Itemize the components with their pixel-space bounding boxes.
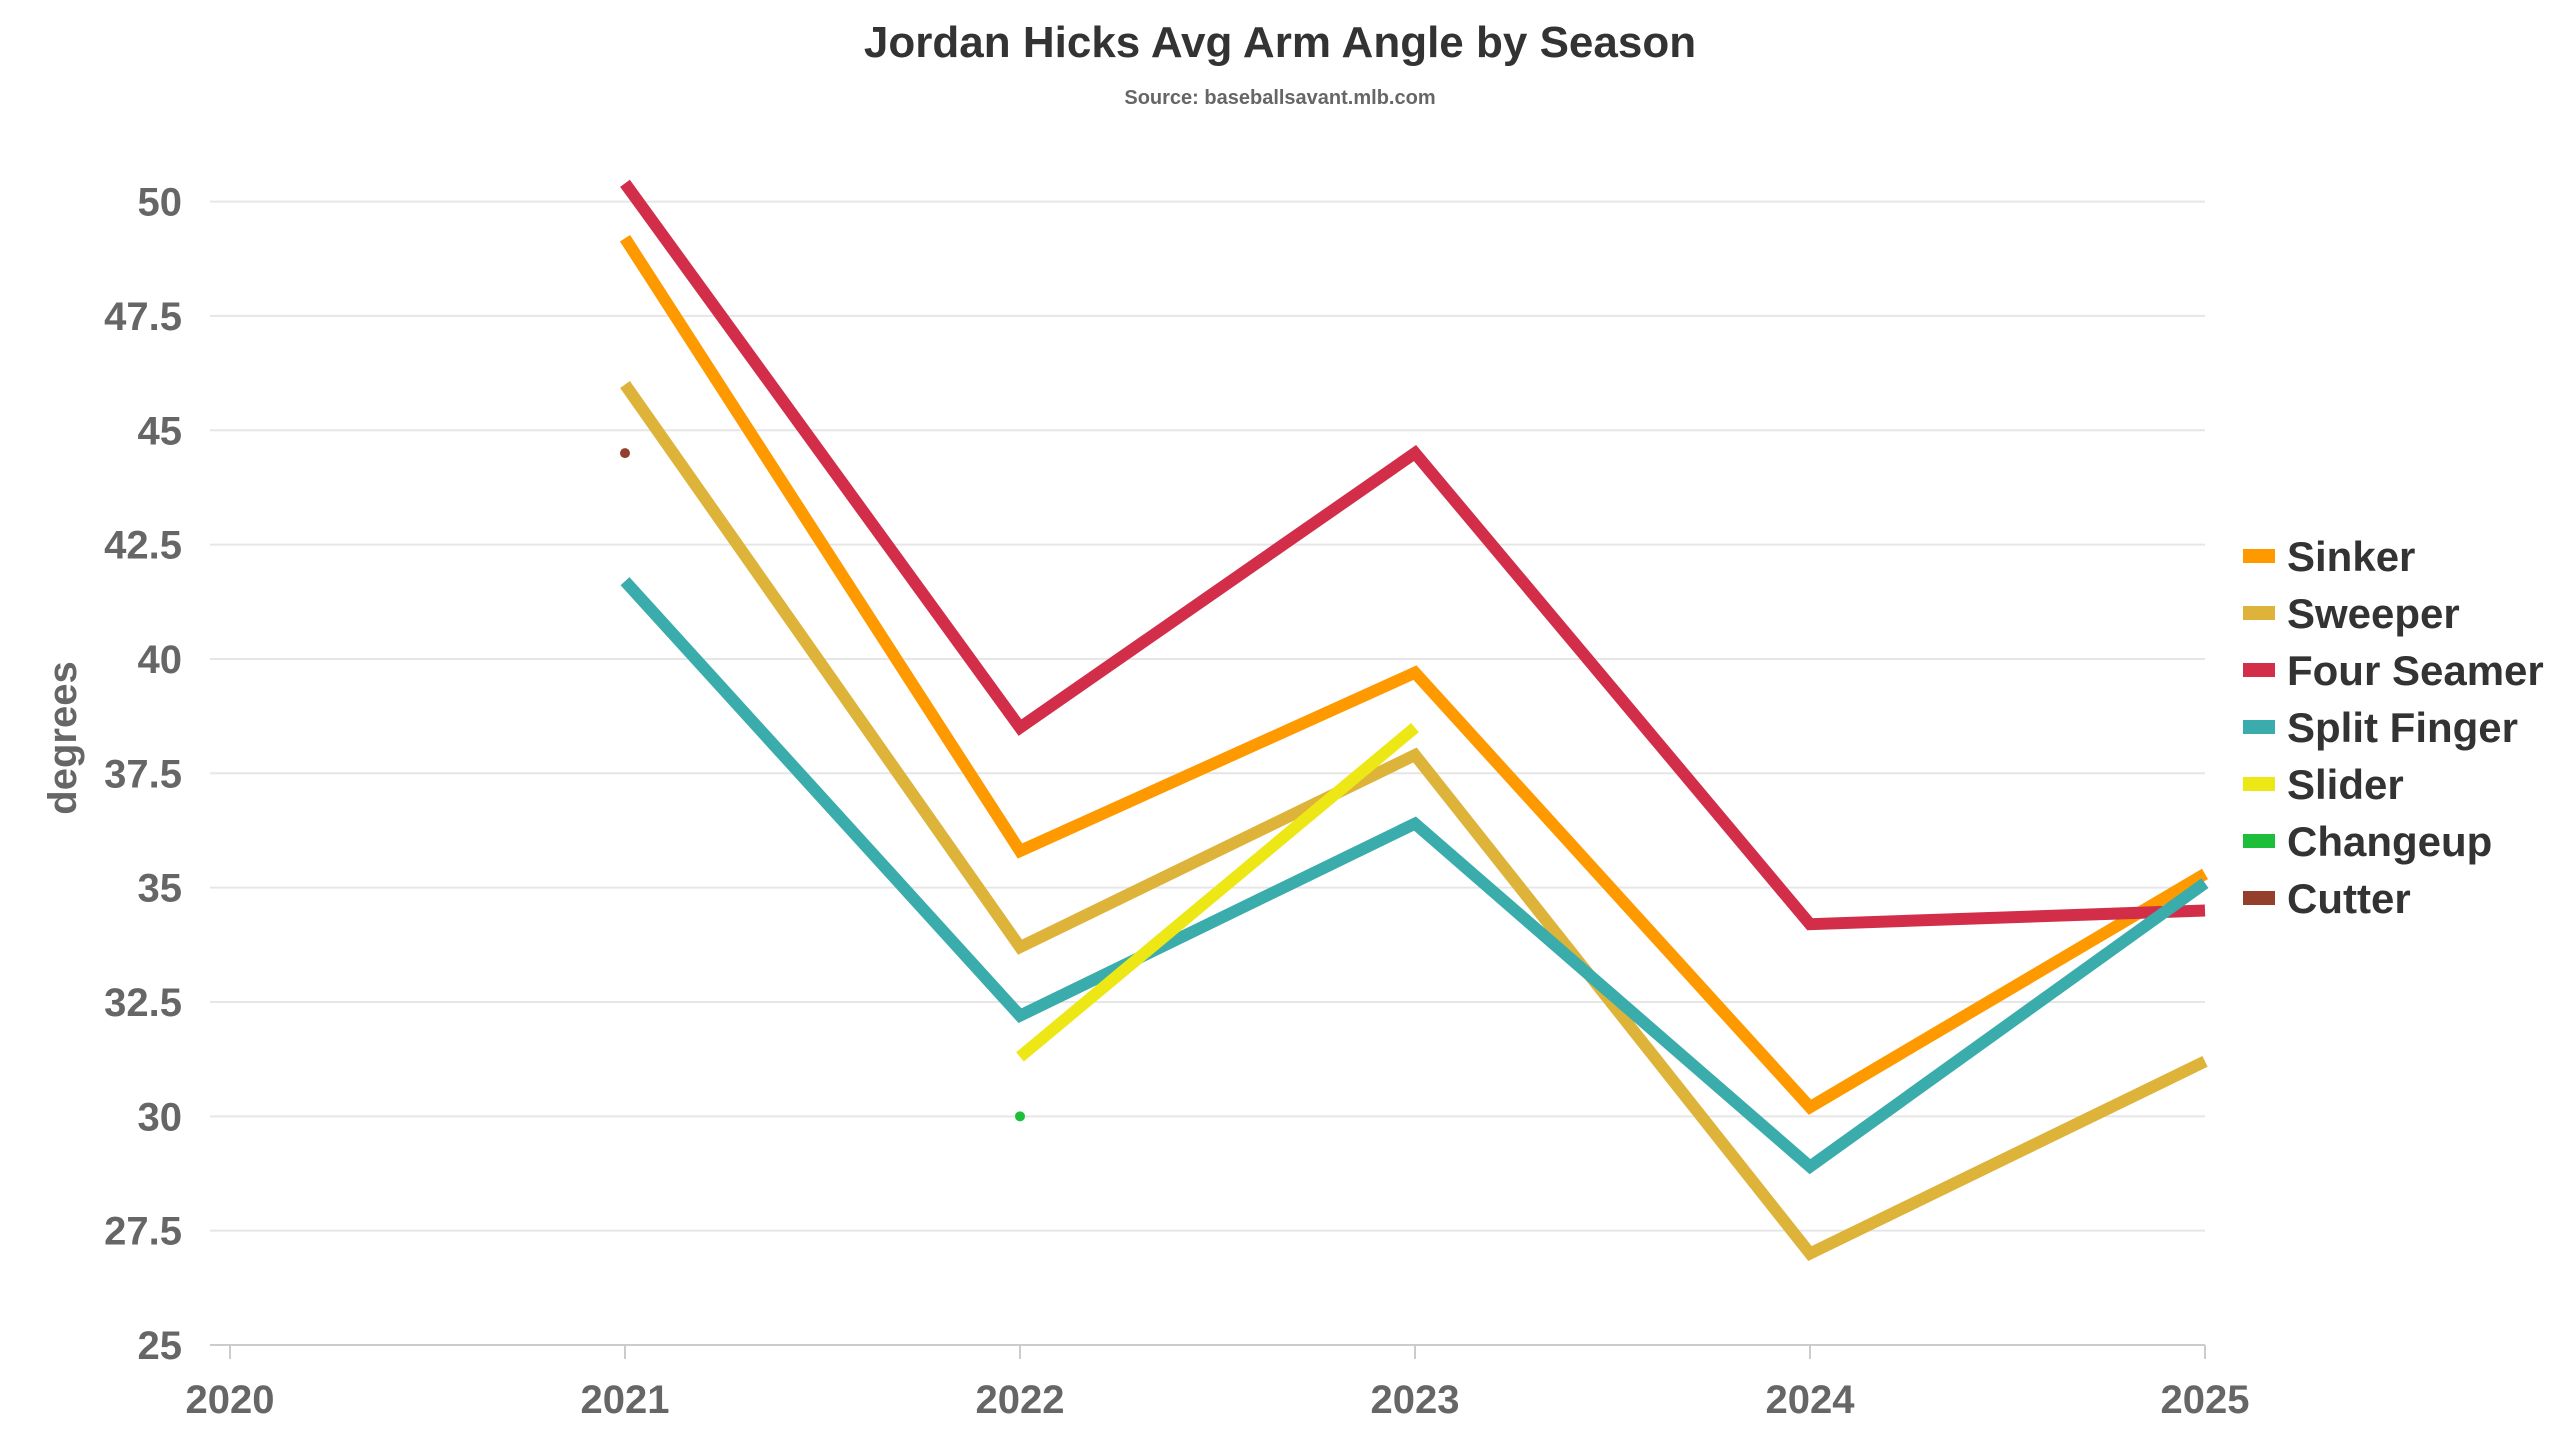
y-tick-label: 30 [138,1095,183,1139]
y-tick-label: 32.5 [104,981,182,1025]
series-line-four-seamer[interactable] [620,179,2206,931]
x-tick-label: 2022 [976,1378,1065,1422]
legend-swatch [2243,606,2275,620]
legend-swatch [2243,720,2275,734]
legend-item-sweeper[interactable]: Sweeper [2243,590,2460,637]
legend-swatch [2243,549,2275,563]
x-axis-ticks: 2020 2021 2022 2023 2024 2025 [186,1345,2250,1422]
legend-swatch [2243,834,2275,848]
y-tick-label: 47.5 [104,295,182,339]
y-tick-label: 35 [138,867,183,911]
legend-swatch [2243,777,2275,791]
legend-label: Split Finger [2287,704,2518,751]
chart-title: Jordan Hicks Avg Arm Angle by Season [864,18,1696,67]
legend-item-sinker[interactable]: Sinker [2243,533,2415,580]
y-tick-label: 45 [138,409,183,453]
x-tick-label: 2024 [1766,1378,1856,1422]
y-tick-label: 37.5 [104,752,182,796]
legend-item-cutter[interactable]: Cutter [2243,875,2411,922]
legend-label: Slider [2287,761,2404,808]
legend-swatch [2243,663,2275,677]
chart-subtitle: Source: baseballsavant.mlb.com [1124,87,1435,109]
legend-item-changeup[interactable]: Changeup [2243,818,2492,865]
series-line-sinker[interactable] [619,234,2209,1115]
legend[interactable]: Sinker Sweeper Four Seamer Split Finger Slid… [2243,533,2544,922]
y-tick-label: 25 [138,1324,183,1368]
y-tick-label: 50 [138,181,183,225]
series-lines [619,179,2209,1262]
y-tick-label: 42.5 [104,524,182,568]
legend-label: Four Seamer [2287,647,2544,694]
legend-swatch [2243,891,2275,905]
legend-label: Changeup [2287,818,2492,865]
series-line-sweeper[interactable] [620,381,2208,1262]
series-line-slider[interactable] [1016,722,1419,1062]
y-axis-title: degrees [41,661,85,814]
legend-item-slider[interactable]: Slider [2243,761,2404,808]
x-tick-label: 2025 [2161,1378,2250,1422]
legend-label: Sweeper [2287,590,2460,637]
gridlines [210,200,2205,1346]
x-tick-label: 2021 [581,1378,670,1422]
y-axis-ticks: 25 27.5 30 32.5 35 37.5 40 42.5 45 47.5 50 [104,181,182,1368]
legend-item-split-finger[interactable]: Split Finger [2243,704,2518,751]
x-tick-label: 2023 [1371,1378,1460,1422]
series-point-changeup[interactable] [1015,1111,1025,1122]
x-tick-label: 2020 [186,1378,275,1422]
y-tick-label: 40 [138,638,183,682]
legend-label: Sinker [2287,533,2415,580]
series-point-cutter[interactable] [620,448,630,459]
legend-item-four-seamer[interactable]: Four Seamer [2243,647,2544,694]
legend-label: Cutter [2287,875,2411,922]
y-tick-label: 27.5 [104,1210,182,1254]
series-line-split-finger[interactable] [620,577,2209,1175]
